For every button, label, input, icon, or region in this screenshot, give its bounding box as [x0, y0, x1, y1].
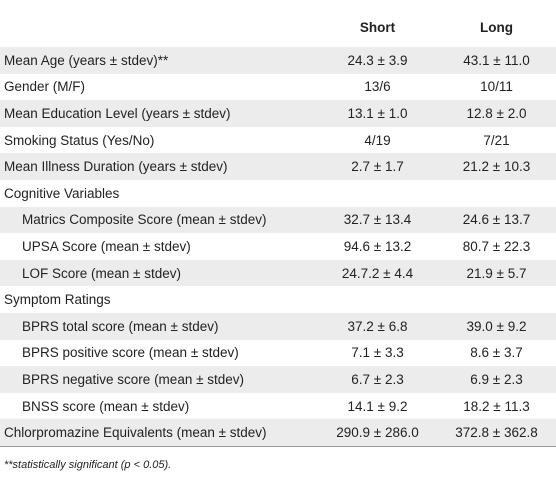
value-cell: 94.6 ± 13.2: [343, 238, 412, 254]
header-cell: Long: [437, 8, 556, 47]
row-label: BPRS total score (mean ± stdev): [0, 312, 318, 340]
value-cell: 14.1 ± 9.2: [347, 398, 408, 414]
data-table: Short Long Mean Age (years ± stdev)** 24.3…: [0, 8, 556, 447]
table-row: Gender (M/F) 13/6 10/11: [0, 74, 556, 101]
value-cell: [318, 286, 437, 313]
value-cell: 39.0 ± 9.2: [437, 312, 556, 340]
value-cell: 4/19: [364, 132, 391, 148]
table-row: Symptom Ratings: [0, 286, 556, 313]
header-cell: [0, 8, 318, 47]
value-cell: 37.2 ± 6.8: [318, 312, 437, 340]
value-cell: 12.8 ± 2.0: [437, 100, 556, 127]
value-cell: 372.8 ± 362.8: [437, 419, 556, 447]
row-label: BPRS positive score (mean ± stdev): [22, 345, 239, 361]
row-label: UPSA Score (mean ± stdev): [22, 238, 191, 254]
value-cell: 21.9 ± 5.7: [437, 259, 556, 287]
row-label: Mean Illness Duration (years ± stdev): [0, 153, 318, 180]
row-label: BNSS score (mean ± stdev): [22, 398, 190, 414]
table-row: BPRS positive score (mean ± stdev) 7.1 ± …: [0, 340, 556, 367]
row-label: BPRS negative score (mean ± stdev): [0, 366, 318, 393]
table-row: BPRS negative score (mean ± stdev) 6.7 ± …: [0, 366, 556, 393]
value-cell: 80.7 ± 22.3: [462, 238, 531, 254]
value-cell: 7/21: [483, 132, 510, 148]
value-cell: [437, 180, 556, 207]
table-row: BPRS total score (mean ± stdev) 37.2 ± 6.…: [0, 312, 556, 340]
table-row: Chlorpromazine Equivalents (mean ± stdev…: [0, 419, 556, 447]
table-body: Mean Age (years ± stdev)** 24.3 ± 3.9 43.1…: [0, 46, 556, 447]
value-cell: 6.7 ± 2.3: [318, 366, 437, 393]
table-row: Mean Age (years ± stdev)** 24.3 ± 3.9 43.1…: [0, 46, 556, 74]
page: Short Long Mean Age (years ± stdev)** 24.3…: [0, 8, 556, 493]
value-cell: 290.9 ± 286.0: [318, 419, 437, 447]
row-label: Gender (M/F): [4, 79, 86, 95]
table-row: Smoking Status (Yes/No) 4/19 7/21: [0, 127, 556, 154]
table-row: Matrics Composite Score (mean ± stdev) 32…: [0, 206, 556, 234]
value-cell: 7.1 ± 3.3: [351, 345, 404, 361]
row-label: Chlorpromazine Equivalents (mean ± stdev…: [0, 419, 318, 447]
table-row: Cognitive Variables: [0, 180, 556, 207]
header-row: Short Long: [0, 8, 556, 47]
row-label: Mean Education Level (years ± stdev): [0, 100, 318, 127]
table-row: BNSS score (mean ± stdev) 14.1 ± 9.2 18.2 …: [0, 393, 556, 420]
value-cell: 43.1 ± 11.0: [437, 46, 556, 74]
value-cell: 13/6: [364, 79, 391, 95]
row-label: Symptom Ratings: [4, 292, 111, 308]
row-label: Cognitive Variables: [4, 185, 120, 201]
value-cell: 24.6 ± 13.7: [437, 206, 556, 234]
table-row: Mean Education Level (years ± stdev) 13.1…: [0, 100, 556, 127]
row-label: Mean Age (years ± stdev)**: [0, 46, 318, 74]
row-label: Smoking Status (Yes/No): [4, 132, 155, 148]
value-cell: [318, 180, 437, 207]
footnote: **statistically significant (p < 0.05).: [4, 458, 172, 471]
value-cell: 24.3 ± 3.9: [318, 46, 437, 74]
value-cell: 18.2 ± 11.3: [463, 398, 530, 414]
header-cell: Short: [318, 8, 437, 47]
value-cell: 8.6 ± 3.7: [470, 345, 523, 361]
value-cell: 21.2 ± 10.3: [437, 153, 556, 180]
table-row: LOF Score (mean ± stdev) 24.7.2 ± 4.4 21.9…: [0, 259, 556, 287]
table-row: UPSA Score (mean ± stdev) 94.6 ± 13.2 80.7…: [0, 233, 556, 260]
value-cell: 10/11: [480, 79, 513, 95]
value-cell: [437, 286, 556, 313]
row-label: Matrics Composite Score (mean ± stdev): [0, 206, 318, 234]
value-cell: 2.7 ± 1.7: [318, 153, 437, 180]
row-label: LOF Score (mean ± stdev): [0, 259, 318, 287]
value-cell: 24.7.2 ± 4.4: [318, 259, 437, 287]
value-cell: 32.7 ± 13.4: [318, 206, 437, 234]
table-row: Mean Illness Duration (years ± stdev) 2.7…: [0, 153, 556, 180]
value-cell: 13.1 ± 1.0: [318, 100, 437, 127]
value-cell: 6.9 ± 2.3: [437, 366, 556, 393]
